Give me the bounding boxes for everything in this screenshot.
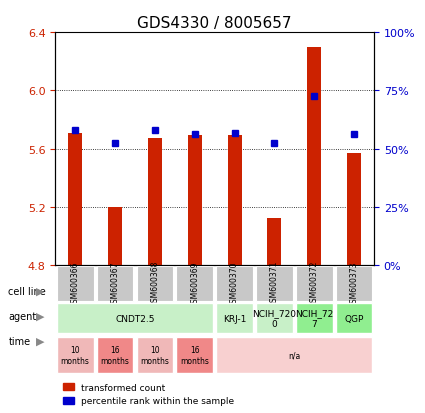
Text: 16
months: 16 months bbox=[180, 345, 209, 365]
Text: KRJ-1: KRJ-1 bbox=[223, 314, 246, 323]
FancyBboxPatch shape bbox=[176, 266, 213, 301]
FancyBboxPatch shape bbox=[296, 304, 332, 333]
Title: GDS4330 / 8005657: GDS4330 / 8005657 bbox=[137, 16, 292, 31]
Text: time: time bbox=[8, 336, 31, 346]
Text: n/a: n/a bbox=[288, 351, 300, 359]
FancyBboxPatch shape bbox=[57, 266, 94, 301]
Text: QGP: QGP bbox=[344, 314, 364, 323]
Text: GSM600366: GSM600366 bbox=[71, 261, 79, 307]
Text: NCIH_720
0: NCIH_720 0 bbox=[252, 309, 296, 328]
FancyBboxPatch shape bbox=[57, 304, 213, 333]
FancyBboxPatch shape bbox=[136, 337, 173, 373]
Text: ▶: ▶ bbox=[36, 336, 45, 346]
Text: GSM600371: GSM600371 bbox=[270, 261, 279, 307]
FancyBboxPatch shape bbox=[256, 304, 293, 333]
FancyBboxPatch shape bbox=[57, 337, 94, 373]
Text: GSM600369: GSM600369 bbox=[190, 261, 199, 307]
Text: 16
months: 16 months bbox=[101, 345, 130, 365]
Bar bbox=[68, 133, 82, 265]
FancyBboxPatch shape bbox=[296, 266, 332, 301]
Text: agent: agent bbox=[8, 311, 37, 321]
FancyBboxPatch shape bbox=[256, 266, 293, 301]
Text: ▶: ▶ bbox=[36, 286, 45, 296]
Text: ▶: ▶ bbox=[36, 311, 45, 321]
Bar bbox=[148, 139, 162, 265]
Bar bbox=[188, 136, 202, 265]
Text: GSM600367: GSM600367 bbox=[110, 261, 119, 307]
Text: 10
months: 10 months bbox=[61, 345, 90, 365]
FancyBboxPatch shape bbox=[96, 337, 133, 373]
FancyBboxPatch shape bbox=[176, 337, 213, 373]
FancyBboxPatch shape bbox=[336, 266, 372, 301]
Text: 10
months: 10 months bbox=[140, 345, 169, 365]
Text: GSM600373: GSM600373 bbox=[350, 261, 359, 307]
FancyBboxPatch shape bbox=[216, 304, 253, 333]
Bar bbox=[267, 219, 281, 265]
Text: cell line: cell line bbox=[8, 286, 46, 296]
Bar bbox=[347, 154, 361, 265]
Text: GSM600368: GSM600368 bbox=[150, 261, 159, 307]
Legend: transformed count, percentile rank within the sample: transformed count, percentile rank withi… bbox=[60, 380, 238, 409]
FancyBboxPatch shape bbox=[96, 266, 133, 301]
FancyBboxPatch shape bbox=[136, 266, 173, 301]
Text: NCIH_72
7: NCIH_72 7 bbox=[295, 309, 333, 328]
Text: GSM600370: GSM600370 bbox=[230, 261, 239, 307]
Text: CNDT2.5: CNDT2.5 bbox=[115, 314, 155, 323]
FancyBboxPatch shape bbox=[216, 266, 253, 301]
Text: GSM600372: GSM600372 bbox=[310, 261, 319, 307]
FancyBboxPatch shape bbox=[216, 337, 372, 373]
Bar bbox=[108, 207, 122, 265]
Bar bbox=[307, 47, 321, 265]
FancyBboxPatch shape bbox=[336, 304, 372, 333]
Bar bbox=[227, 136, 241, 265]
